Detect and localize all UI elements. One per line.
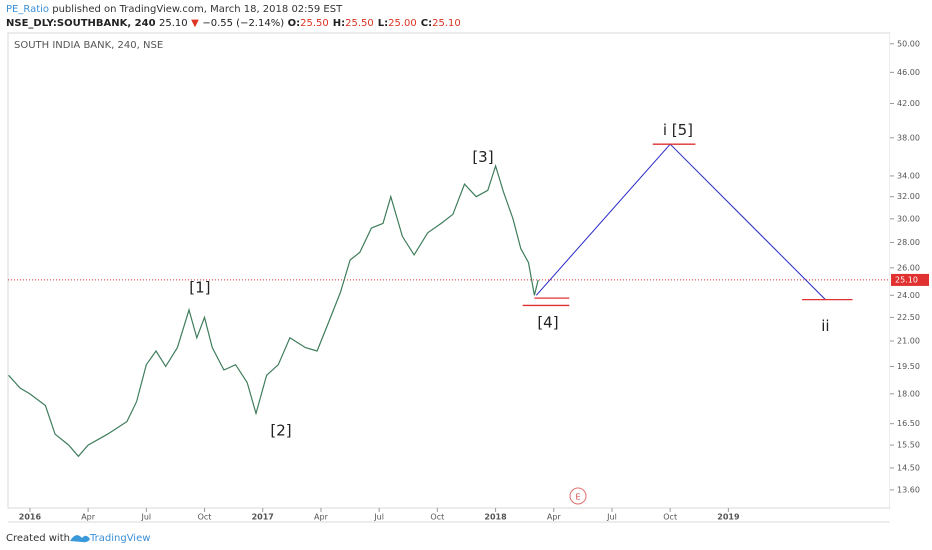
y-tick-label: 14.50	[897, 463, 920, 472]
price: 25.10	[159, 18, 188, 29]
y-tick-label: 32.00	[897, 192, 920, 201]
y-tick-label: 34.00	[897, 171, 920, 180]
symbol: NSE_DLY:SOUTHBANK, 240	[6, 18, 156, 29]
y-tick-label: 38.00	[897, 133, 920, 142]
wave-label: [2]	[270, 422, 291, 440]
wave-label: [4]	[537, 313, 558, 331]
y-tick-label: 16.50	[897, 419, 920, 428]
y-tick-label: 18.00	[897, 389, 920, 398]
ohlc: O:25.50 H:25.50 L:25.00 C:25.10	[288, 18, 461, 29]
y-tick-label: 22.50	[897, 313, 920, 322]
ohlc-label: H:	[333, 18, 345, 29]
price-line	[8, 163, 539, 458]
wave-label: ii	[821, 317, 829, 335]
y-tick-label: 28.00	[897, 238, 920, 247]
y-tick-label: 19.50	[897, 362, 920, 371]
y-axis-bg	[890, 33, 932, 508]
footer-brand[interactable]: TradingView	[89, 533, 150, 544]
ohlc-value: 25.50	[345, 18, 374, 29]
ohlc-label: L:	[378, 18, 388, 29]
y-tick-label: 50.00	[897, 39, 920, 48]
footer-bg	[0, 528, 932, 550]
change: −0.55 (−2.14%)	[202, 18, 284, 29]
y-tick-label: 30.00	[897, 214, 920, 223]
logo	[70, 535, 90, 543]
x-tick-label: 2016	[19, 513, 42, 522]
wave-label: [1]	[189, 279, 210, 297]
y-tick-label: 21.00	[897, 337, 920, 346]
chart-title: SOUTH INDIA BANK, 240, NSE	[14, 40, 163, 51]
x-tick-label: Jul	[141, 513, 152, 522]
wave-label: i [5]	[663, 121, 693, 139]
ohlc-value: 25.50	[300, 18, 329, 29]
x-tick-label: Apr	[81, 513, 96, 522]
x-tick-label: Apr	[314, 513, 329, 522]
y-tick-label: 24.00	[897, 291, 920, 300]
x-tick-label: Jul	[606, 513, 617, 522]
x-tick-label: Apr	[547, 513, 562, 522]
event-marker-label: E	[575, 493, 580, 502]
ohlc-label: C:	[421, 18, 432, 29]
wave-label: [3]	[472, 148, 493, 166]
arrow: ▼	[191, 18, 199, 29]
y-tick-label: 13.60	[897, 485, 920, 494]
ohlc-value: 25.10	[432, 18, 461, 29]
footer-text: Created with	[6, 533, 70, 544]
event-marker	[569, 487, 587, 505]
y-tick-label: 26.00	[897, 263, 920, 272]
x-tick-label: 2019	[717, 513, 740, 522]
last-price-label: 25.10	[895, 275, 918, 284]
x-tick-label: Jul	[373, 513, 384, 522]
y-tick-label: 46.00	[897, 68, 920, 77]
x-tick-label: 2017	[252, 513, 274, 522]
x-tick-label: 2018	[484, 513, 507, 522]
published: published on TradingView.com, March 18, …	[52, 4, 343, 15]
x-tick-label: Oct	[198, 513, 212, 522]
x-tick-label: Oct	[430, 513, 444, 522]
header-line-1: PE_Ratio published on TradingView.com, M…	[6, 4, 343, 15]
ohlc-label: O:	[288, 18, 301, 29]
author[interactable]: PE_Ratio	[6, 4, 49, 15]
y-tick-label: 15.50	[897, 441, 920, 450]
ohlc-value: 25.00	[388, 18, 417, 29]
header-line-2: NSE_DLY:SOUTHBANK, 240 25.10 ▼ −0.55 (−2…	[6, 18, 461, 29]
x-tick-label: Oct	[663, 513, 677, 522]
last-price-box	[891, 273, 929, 286]
y-tick-label: 42.00	[897, 99, 920, 108]
